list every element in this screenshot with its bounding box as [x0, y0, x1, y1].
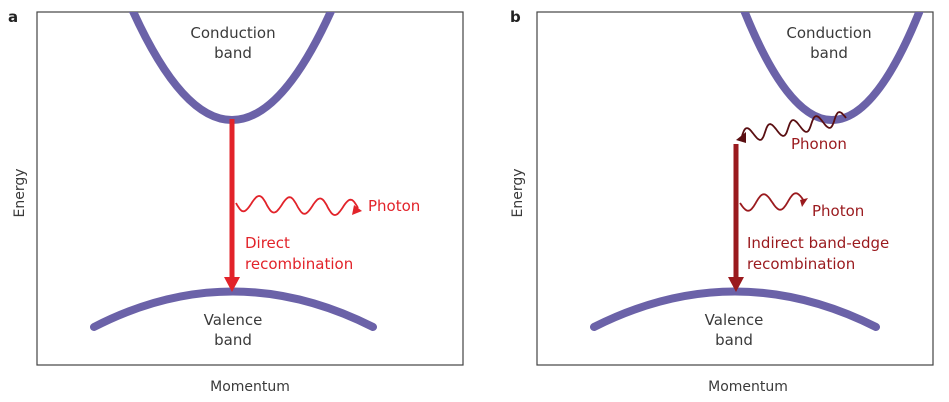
panel-a-photon-wave	[235, 195, 359, 216]
panel-b-valence-band-curve	[590, 287, 880, 331]
panel-a-valence-band-curve	[90, 287, 377, 331]
panel-a: a Conduction band Photon Direct recombin…	[8, 8, 464, 395]
panel-b-conduction-label-2: band	[810, 44, 848, 62]
panel-b-recomb-label-1: Indirect band-edge	[747, 234, 889, 252]
panel-b-y-axis-label: Energy	[510, 168, 526, 217]
panel-b-indirect-arrowhead	[728, 277, 744, 292]
panel-b-phonon-arrowhead	[736, 132, 746, 143]
panel-a-valence-label-2: band	[214, 331, 252, 349]
panel-b-photon-arrowhead	[800, 198, 808, 207]
panel-b: b Conduction band Phonon Photon Indirect…	[510, 8, 934, 395]
panel-a-recomb-label-1: Direct	[245, 234, 290, 252]
panel-b-phonon-wave	[741, 111, 847, 141]
panel-a-x-axis-label: Momentum	[210, 379, 290, 395]
panel-b-x-axis-label: Momentum	[708, 379, 788, 395]
panel-a-valence-label-1: Valence	[204, 311, 263, 329]
panel-b-conduction-band-curve	[740, 12, 924, 124]
panel-b-photon-label: Photon	[812, 202, 864, 220]
panel-a-direct-arrowhead	[224, 277, 240, 292]
panel-a-photon-label: Photon	[368, 197, 420, 215]
panel-b-photon-wave	[739, 192, 805, 212]
panel-b-phonon-label: Phonon	[791, 135, 847, 153]
panel-a-letter: a	[8, 8, 18, 26]
panel-a-photon-arrowhead	[352, 205, 362, 215]
panel-b-valence-label-1: Valence	[705, 311, 764, 329]
panel-a-conduction-label-2: band	[214, 44, 252, 62]
panel-b-letter: b	[510, 8, 521, 26]
panel-b-valence-label-2: band	[715, 331, 753, 349]
panel-a-recomb-label-2: recombination	[245, 255, 353, 273]
panel-b-recomb-label-2: recombination	[747, 255, 855, 273]
panel-b-conduction-label-1: Conduction	[786, 24, 871, 42]
panel-a-y-axis-label: Energy	[12, 168, 28, 217]
panel-a-conduction-label-1: Conduction	[190, 24, 275, 42]
panel-a-frame	[36, 11, 464, 366]
panel-b-frame	[536, 11, 934, 366]
